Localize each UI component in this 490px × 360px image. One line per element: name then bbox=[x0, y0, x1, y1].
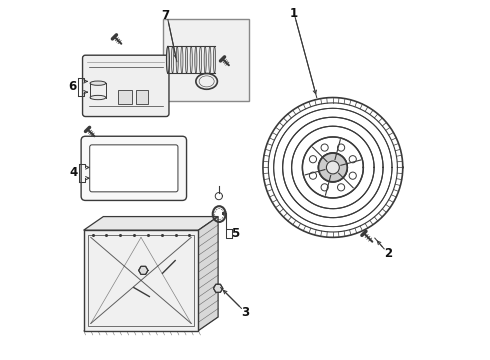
Text: 1: 1 bbox=[290, 7, 297, 20]
Circle shape bbox=[349, 172, 356, 179]
Ellipse shape bbox=[167, 46, 169, 73]
Circle shape bbox=[338, 184, 344, 191]
Text: 4: 4 bbox=[70, 166, 78, 179]
Bar bbox=[163, 19, 248, 101]
Ellipse shape bbox=[172, 46, 173, 73]
Circle shape bbox=[338, 144, 344, 151]
Bar bbox=[118, 90, 132, 104]
Polygon shape bbox=[198, 217, 218, 330]
FancyBboxPatch shape bbox=[82, 55, 169, 117]
Ellipse shape bbox=[176, 46, 178, 73]
Ellipse shape bbox=[167, 46, 170, 73]
Ellipse shape bbox=[190, 46, 192, 73]
Circle shape bbox=[318, 153, 347, 182]
Text: 2: 2 bbox=[384, 247, 392, 260]
Ellipse shape bbox=[186, 46, 188, 73]
Bar bbox=[88, 234, 194, 326]
Text: 3: 3 bbox=[241, 306, 249, 319]
Ellipse shape bbox=[199, 46, 201, 73]
Ellipse shape bbox=[209, 46, 211, 73]
Ellipse shape bbox=[90, 81, 106, 85]
Ellipse shape bbox=[195, 46, 197, 73]
Circle shape bbox=[309, 172, 317, 179]
Circle shape bbox=[321, 184, 328, 191]
Ellipse shape bbox=[181, 46, 183, 73]
Bar bbox=[136, 90, 148, 104]
Circle shape bbox=[321, 144, 328, 151]
Ellipse shape bbox=[204, 46, 206, 73]
Text: 6: 6 bbox=[68, 80, 76, 93]
Circle shape bbox=[349, 156, 356, 163]
Bar bbox=[84, 230, 198, 330]
Text: 7: 7 bbox=[161, 9, 170, 22]
Circle shape bbox=[326, 161, 339, 174]
Circle shape bbox=[274, 108, 392, 226]
FancyBboxPatch shape bbox=[81, 136, 187, 201]
Polygon shape bbox=[139, 266, 148, 274]
Ellipse shape bbox=[214, 46, 216, 73]
Ellipse shape bbox=[90, 95, 106, 100]
Circle shape bbox=[309, 156, 317, 163]
Polygon shape bbox=[84, 217, 218, 230]
Polygon shape bbox=[214, 284, 223, 292]
Text: 5: 5 bbox=[231, 227, 239, 240]
FancyBboxPatch shape bbox=[90, 145, 178, 192]
